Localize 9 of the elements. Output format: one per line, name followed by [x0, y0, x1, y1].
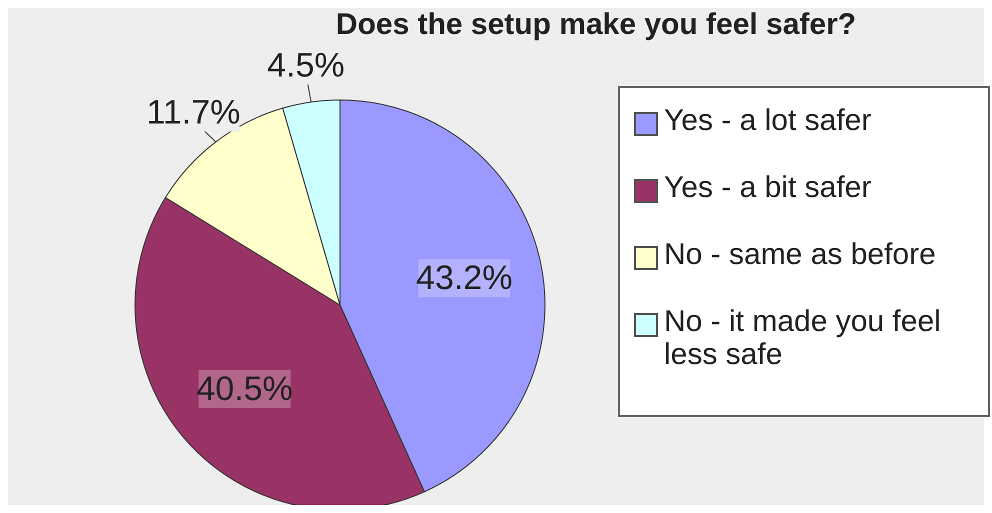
data-label: 40.5% [196, 370, 293, 408]
data-label: 11.7% [146, 94, 240, 132]
legend-label: Yes - a bit safer [664, 171, 872, 204]
data-label: 4.5% [267, 46, 345, 85]
data-label: 43.2% [416, 259, 512, 298]
legend-label: No - same as before [664, 238, 936, 271]
legend-label: No - it made you feel less safe [664, 305, 942, 371]
legend-label: Yes - a lot safer [664, 104, 872, 137]
chart-title: Does the setup make you feel safer? [334, 8, 858, 42]
